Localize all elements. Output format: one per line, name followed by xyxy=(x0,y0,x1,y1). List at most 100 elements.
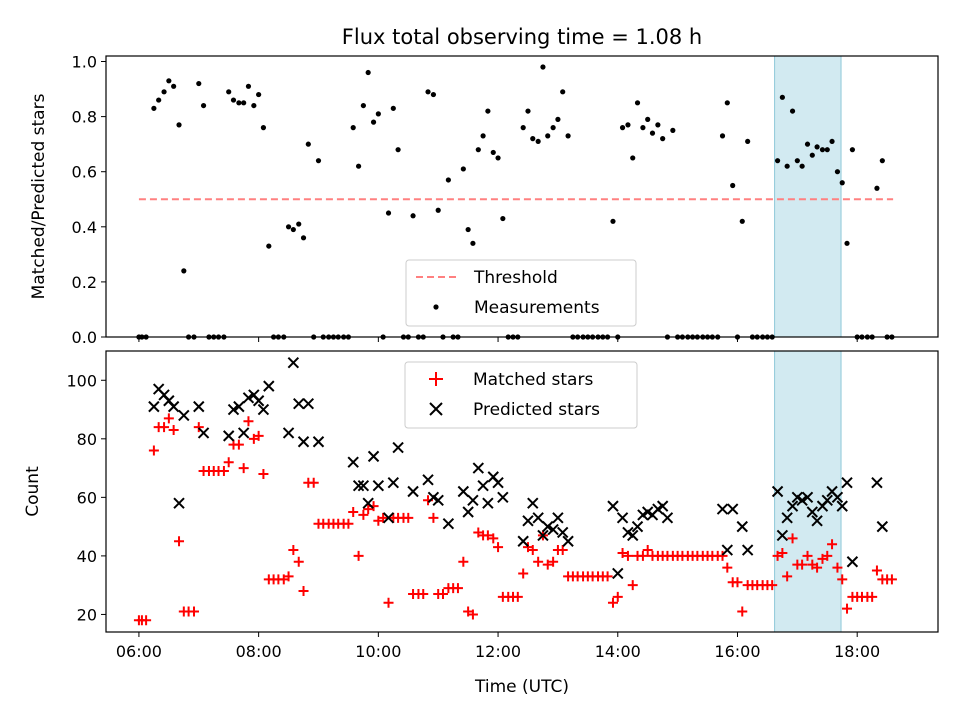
legend-measurement-label: Measurements xyxy=(474,298,600,318)
matched-point xyxy=(253,430,264,441)
measurement-point xyxy=(630,155,636,161)
predicted-point xyxy=(552,512,564,524)
matched-point xyxy=(437,588,448,599)
matched-point xyxy=(298,586,309,597)
measurement-point xyxy=(839,180,845,186)
predicted-point xyxy=(482,497,494,509)
predicted-point xyxy=(527,497,539,509)
matched-point xyxy=(353,550,364,561)
measurement-point xyxy=(640,125,646,131)
legend-matched-label: Matched stars xyxy=(473,370,593,390)
predicted-point xyxy=(282,427,295,439)
x-tick-label: 14:00 xyxy=(595,642,641,661)
measurement-point xyxy=(365,69,371,76)
matched-point xyxy=(827,539,838,550)
matched-point xyxy=(867,591,878,602)
measurement-point xyxy=(410,213,416,219)
legend-predicted-label: Predicted stars xyxy=(473,400,600,420)
matched-point xyxy=(602,571,613,582)
measurement-point xyxy=(520,125,526,131)
x-tick-label: 08:00 xyxy=(236,642,282,661)
measurement-point xyxy=(305,141,311,147)
predicted-point xyxy=(661,512,674,524)
measurement-point xyxy=(739,218,745,224)
matched-point xyxy=(732,577,743,588)
matched-point xyxy=(557,545,568,556)
matched-point xyxy=(293,556,304,567)
measurement-point xyxy=(475,147,481,153)
matched-point xyxy=(193,422,204,433)
matched-point xyxy=(258,468,269,479)
predicted-point xyxy=(477,479,489,492)
measurement-point xyxy=(161,89,167,95)
matched-point xyxy=(467,609,478,620)
predicted-point xyxy=(547,523,559,536)
y-tick-label: 20 xyxy=(77,605,97,624)
matched-point xyxy=(777,547,788,558)
panel-ratio: 0.0 0.2 0.4 0.6 0.8 1.0 Matched/Predicted sta… xyxy=(29,53,939,347)
matched-point xyxy=(223,457,234,468)
predicted-point xyxy=(836,500,848,512)
predicted-point xyxy=(193,400,205,413)
x-tick-label: 16:00 xyxy=(714,642,760,661)
matched-point xyxy=(871,565,882,576)
measurement-point xyxy=(540,64,546,70)
measurement-point xyxy=(799,163,805,169)
predicted-point xyxy=(422,474,434,486)
predicted-point xyxy=(372,479,385,492)
matched-point xyxy=(283,571,294,582)
y-tick-label: 80 xyxy=(77,430,97,449)
predicted-point xyxy=(497,491,509,504)
matched-point xyxy=(627,580,638,591)
matched-point xyxy=(378,512,389,523)
y-tick-label: 100 xyxy=(66,371,97,390)
count-points xyxy=(133,357,897,626)
panel-ratio-y-axis: 0.0 0.2 0.4 0.6 0.8 1.0 xyxy=(72,53,106,347)
predicted-point xyxy=(616,512,629,524)
measurement-point xyxy=(296,221,302,227)
panel-count-frame xyxy=(105,350,939,633)
measurement-point xyxy=(530,136,536,142)
matched-point xyxy=(458,556,469,567)
predicted-point xyxy=(562,535,574,547)
predicted-point xyxy=(257,403,270,416)
matched-point xyxy=(363,504,374,515)
measurement-point xyxy=(290,226,296,233)
matched-point xyxy=(148,445,159,456)
matched-point xyxy=(141,615,152,626)
measurement-point xyxy=(565,133,571,139)
measurement-point xyxy=(555,116,561,122)
predicted-point xyxy=(197,427,210,439)
measurement-point xyxy=(470,240,476,246)
predicted-point xyxy=(462,506,474,518)
matched-point xyxy=(832,562,843,573)
figure-title: Flux total observing time = 1.08 h xyxy=(342,25,702,49)
predicted-point xyxy=(407,485,419,498)
predicted-point xyxy=(736,520,748,533)
measurement-point xyxy=(649,130,656,136)
matched-point xyxy=(717,550,728,561)
matched-point xyxy=(159,422,170,433)
matched-point xyxy=(358,509,369,520)
matched-point xyxy=(403,512,414,523)
measurement-point xyxy=(256,91,262,98)
measurement-point xyxy=(730,182,736,189)
measurement-points xyxy=(136,64,895,340)
predicted-point xyxy=(532,512,544,524)
measurement-point xyxy=(425,89,431,95)
predicted-point xyxy=(556,526,569,539)
matched-point xyxy=(308,477,319,488)
predicted-point xyxy=(517,535,529,547)
measurement-point xyxy=(200,102,207,109)
matched-point xyxy=(527,545,538,556)
predicted-point xyxy=(871,477,883,489)
measurement-point xyxy=(245,83,252,89)
matched-point xyxy=(548,556,559,567)
predicted-point xyxy=(347,456,359,468)
predicted-point xyxy=(841,477,853,489)
matched-point xyxy=(767,580,778,591)
matched-point xyxy=(348,506,359,517)
measurement-point xyxy=(804,141,811,147)
matched-point xyxy=(482,530,493,541)
legend-measurement-swatch xyxy=(433,304,439,310)
